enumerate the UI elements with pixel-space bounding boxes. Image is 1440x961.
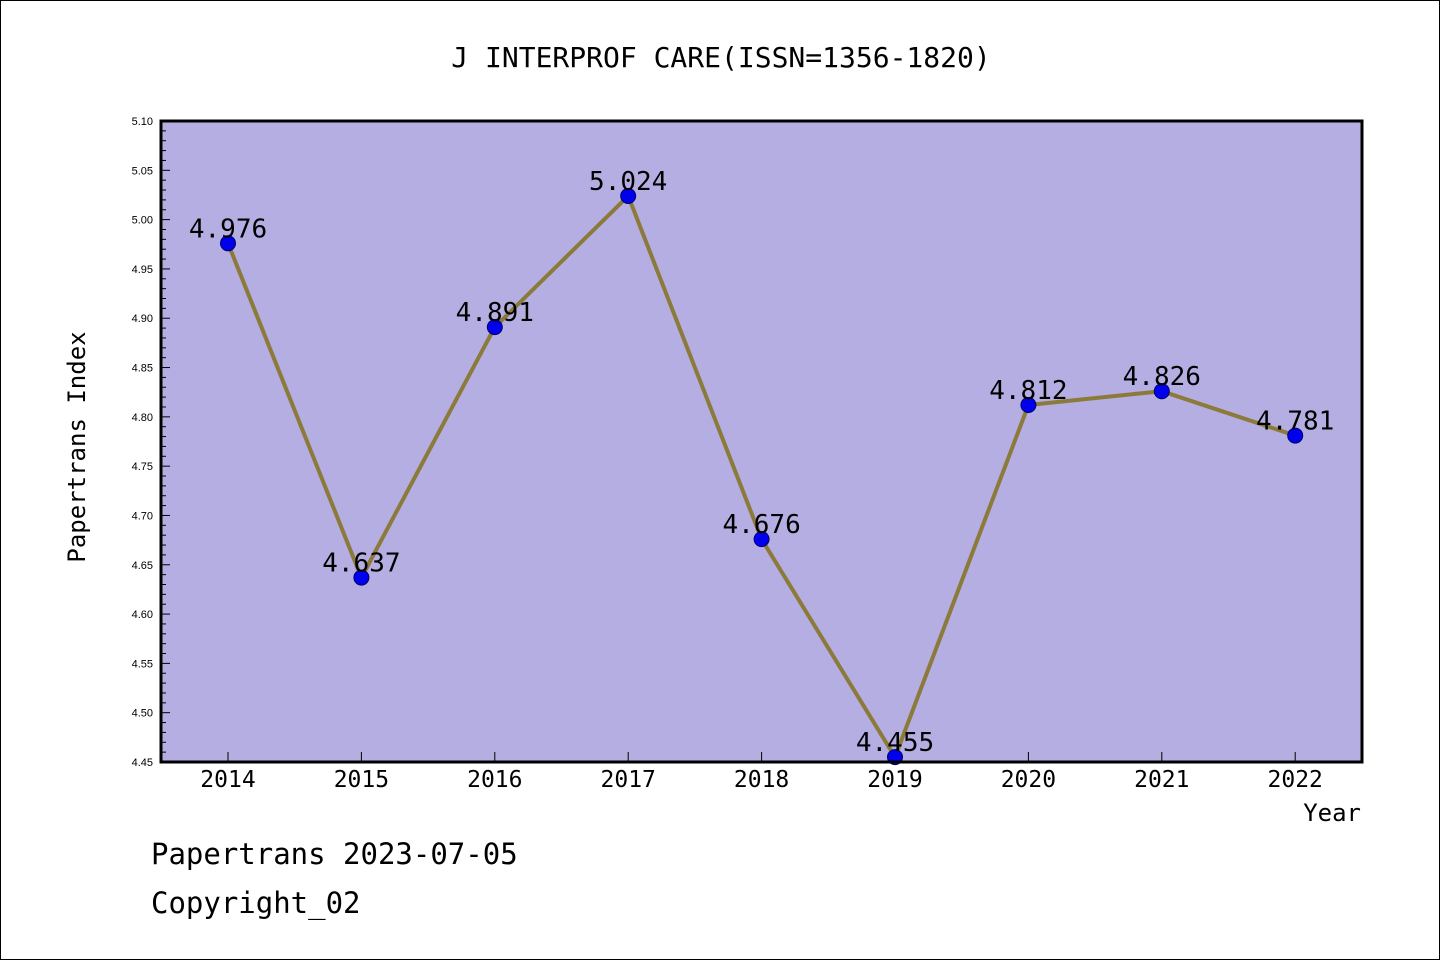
data-label: 4.637 — [322, 549, 400, 579]
x-tick-label: 2016 — [467, 767, 522, 793]
x-tick-label: 2020 — [1001, 767, 1056, 793]
x-tick-label: 2017 — [601, 767, 656, 793]
data-point — [1153, 383, 1170, 400]
data-point — [620, 187, 637, 204]
y-tick-label: 4.95 — [132, 264, 153, 276]
data-label: 4.812 — [989, 376, 1067, 406]
footer-copyright: Copyright_02 — [151, 886, 361, 920]
plot-area — [161, 121, 1362, 762]
x-tick-label: 2022 — [1268, 767, 1323, 793]
y-tick-label: 4.85 — [132, 363, 153, 375]
y-tick-label: 5.00 — [132, 215, 153, 227]
y-axis: 4.45 4.50 4.55 4.60 4.65 4.70 4.75 4.80 4.85 4.90… — [132, 116, 153, 769]
data-point — [753, 531, 770, 548]
y-tick-label: 4.55 — [132, 658, 153, 670]
data-point — [1287, 427, 1304, 444]
y-axis-label: Papertrans Index — [63, 331, 91, 562]
y-tick-label: 4.90 — [132, 313, 153, 325]
data-label: 4.781 — [1256, 407, 1334, 437]
y-tick-label: 4.80 — [132, 412, 153, 424]
data-point — [486, 319, 503, 336]
footer-date: Papertrans 2023-07-05 — [151, 837, 518, 871]
data-point — [353, 569, 370, 586]
data-label: 4.891 — [456, 298, 534, 328]
x-tick-label: 2019 — [867, 767, 922, 793]
data-label: 4.676 — [722, 510, 800, 540]
plot-frame — [159, 119, 1364, 764]
y-tick-label: 4.60 — [132, 609, 153, 621]
x-axis-label: Year — [1303, 799, 1361, 827]
data-labels: 4.976 4.637 4.891 5.024 4.676 4.455 4.812 4.826… — [189, 167, 1334, 758]
data-label: 4.976 — [189, 214, 267, 244]
x-tick-label: 2021 — [1134, 767, 1189, 793]
x-tick-label: 2014 — [200, 767, 255, 793]
x-tick-label: 2015 — [334, 767, 389, 793]
data-point — [1020, 397, 1037, 414]
x-axis: 2014 2015 2016 2017 2018 2019 2020 2021 2022 — [200, 752, 1323, 793]
y-tick-label: 4.75 — [132, 461, 153, 473]
y-tick-label: 4.70 — [132, 510, 153, 522]
data-point — [220, 235, 236, 252]
x-tick-label: 2018 — [734, 767, 789, 793]
chart-title: J INTERPROF CARE(ISSN=1356-1820) — [451, 41, 990, 74]
data-label: 4.826 — [1123, 362, 1201, 392]
y-tick-label: 5.05 — [132, 165, 153, 177]
y-tick-label: 5.10 — [132, 116, 153, 128]
data-label: 4.455 — [856, 728, 934, 758]
y-tick-label: 4.45 — [132, 757, 153, 769]
y-tick-label: 4.65 — [132, 560, 153, 572]
data-label: 5.024 — [589, 167, 667, 197]
y-tick-label: 4.50 — [132, 708, 153, 720]
